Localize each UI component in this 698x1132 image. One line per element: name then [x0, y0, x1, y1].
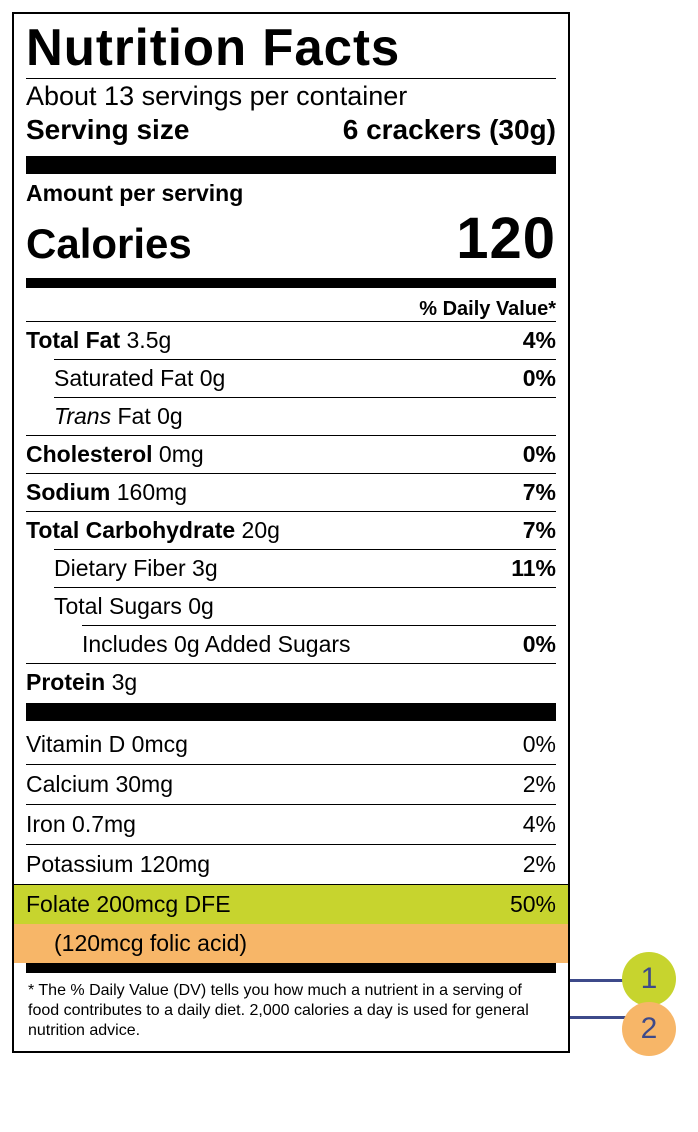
nutrient-pct: 0%	[523, 365, 556, 392]
callout-2-circle: 2	[622, 1002, 676, 1056]
amount-per-serving: Amount per serving	[26, 180, 556, 207]
serving-size-row: Serving size 6 crackers (30g)	[26, 114, 556, 146]
vm-label: Potassium 120mg	[26, 851, 210, 878]
nutrient-added-sugars: Includes 0g Added Sugars 0%	[82, 625, 556, 663]
vm-pct: 2%	[523, 851, 556, 878]
nutrient-pct: 7%	[523, 517, 556, 544]
potassium-row: Potassium 120mg 2%	[26, 844, 556, 884]
dv-footnote: * The % Daily Value (DV) tells you how m…	[26, 981, 556, 1041]
nutrient-label: Total Carbohydrate 20g	[26, 517, 280, 544]
vm-pct: 0%	[523, 731, 556, 758]
iron-row: Iron 0.7mg 4%	[26, 804, 556, 844]
callout-2-line	[570, 1016, 626, 1019]
calories-label: Calories	[26, 220, 192, 268]
callout-1-number: 1	[641, 962, 658, 996]
vm-label: Vitamin D 0mcg	[26, 731, 188, 758]
panel-title: Nutrition Facts	[26, 22, 545, 74]
nutrient-label: Protein 3g	[26, 669, 137, 696]
nutrient-label: Total Fat 3.5g	[26, 327, 171, 354]
serving-size-label: Serving size	[26, 114, 189, 146]
nutrient-pct: 7%	[523, 479, 556, 506]
vm-label: Calcium 30mg	[26, 771, 173, 798]
nutrient-label: Cholesterol 0mg	[26, 441, 204, 468]
vm-label: Folate 200mcg DFE	[26, 891, 231, 918]
nutrition-facts-panel: Nutrition Facts About 13 servings per co…	[12, 12, 570, 1053]
nutrient-pct: 0%	[523, 441, 556, 468]
med-bar	[26, 963, 556, 973]
callout-2-number: 2	[641, 1012, 658, 1046]
callout-1-line	[570, 979, 626, 982]
vm-pct: 4%	[523, 811, 556, 838]
nutrient-pct: 0%	[523, 631, 556, 658]
nutrient-label: Total Sugars 0g	[54, 593, 214, 620]
servings-per-container: About 13 servings per container	[26, 81, 556, 112]
folate-row: Folate 200mcg DFE 50%	[14, 884, 568, 924]
vm-label: Iron 0.7mg	[26, 811, 136, 838]
vitamin-d-row: Vitamin D 0mcg 0%	[26, 721, 556, 764]
vm-label: (120mcg folic acid)	[26, 930, 247, 957]
nutrient-label: Includes 0g Added Sugars	[82, 631, 351, 658]
calories-value: 120	[456, 205, 556, 272]
nutrient-fiber: Dietary Fiber 3g 11%	[54, 549, 556, 587]
nutrient-protein: Protein 3g	[26, 663, 556, 701]
nutrient-total-fat: Total Fat 3.5g 4%	[26, 321, 556, 359]
nutrient-label: Dietary Fiber 3g	[54, 555, 218, 582]
nutrient-label: Trans Fat 0g	[54, 403, 183, 430]
dv-header: % Daily Value*	[26, 298, 556, 321]
nutrient-sodium: Sodium 160mg 7%	[26, 473, 556, 511]
vm-pct: 50%	[510, 891, 556, 918]
med-bar	[26, 278, 556, 288]
divider	[26, 78, 556, 79]
nutrient-total-sugars: Total Sugars 0g	[54, 587, 556, 625]
thick-bar	[26, 703, 556, 721]
calories-row: Calories 120	[26, 205, 556, 272]
folic-acid-row: (120mcg folic acid)	[14, 924, 568, 963]
nutrient-label: Saturated Fat 0g	[54, 365, 225, 392]
callout-1-circle: 1	[622, 952, 676, 1006]
thick-bar	[26, 156, 556, 174]
nutrient-total-carb: Total Carbohydrate 20g 7%	[26, 511, 556, 549]
calcium-row: Calcium 30mg 2%	[26, 764, 556, 804]
serving-size-value: 6 crackers (30g)	[343, 114, 556, 146]
nutrient-sat-fat: Saturated Fat 0g 0%	[54, 359, 556, 397]
nutrient-pct: 11%	[511, 555, 556, 582]
nutrient-label: Sodium 160mg	[26, 479, 187, 506]
nutrient-pct: 4%	[523, 327, 556, 354]
vm-pct: 2%	[523, 771, 556, 798]
nutrient-trans-fat: Trans Fat 0g	[54, 397, 556, 435]
nutrient-cholesterol: Cholesterol 0mg 0%	[26, 435, 556, 473]
